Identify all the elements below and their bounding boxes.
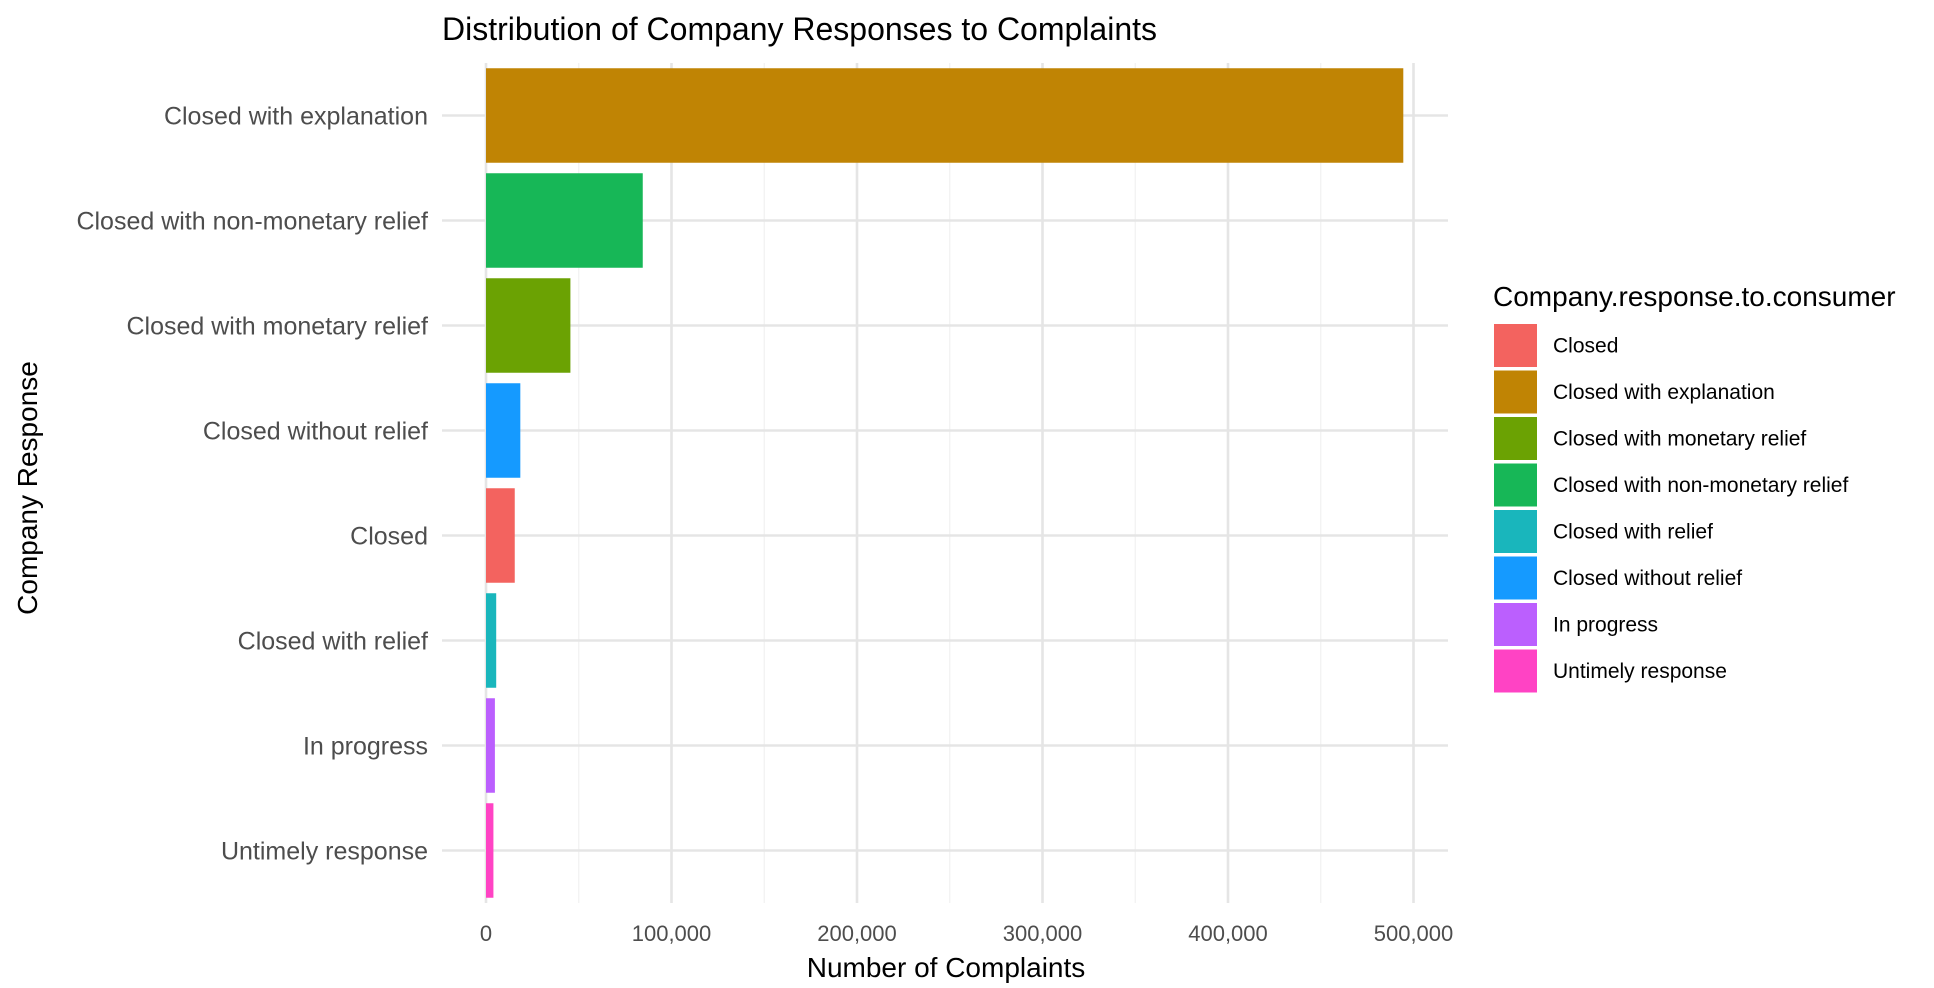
x-axis-tick-labels: 0 100,000 200,000 300,000 400,000 500,000 [480, 921, 1453, 946]
legend-key [1494, 417, 1537, 460]
y-tick-label: Closed with explanation [164, 103, 428, 131]
y-tick-label: Untimely response [221, 838, 428, 866]
y-tick-label: Closed [350, 523, 428, 551]
x-tick-label: 200,000 [817, 921, 897, 946]
x-tick-label: 400,000 [1188, 921, 1268, 946]
legend-label: In progress [1553, 614, 1658, 637]
legend-key [1494, 603, 1537, 646]
bar [486, 173, 643, 268]
bar [486, 803, 494, 898]
legend-key [1494, 370, 1537, 414]
legend-title: Company.response.to.consumer [1493, 281, 1896, 312]
y-tick-label: Closed with relief [238, 628, 428, 656]
y-axis-tick-labels: Closed with explanation Closed with non-m… [76, 103, 428, 866]
legend: Company.response.to.consumer Closed Close… [1493, 281, 1896, 693]
y-tick-label: Closed with monetary relief [126, 313, 428, 341]
y-axis-title: Company Response [12, 361, 43, 615]
legend-label: Closed [1553, 335, 1618, 358]
y-tick-label: Closed with non-monetary relief [76, 208, 428, 236]
x-tick-label: 0 [480, 921, 492, 946]
y-tick-label: In progress [303, 733, 428, 761]
legend-label: Closed with relief [1553, 521, 1713, 544]
x-tick-label: 500,000 [1374, 921, 1454, 946]
bar [486, 278, 571, 373]
x-tick-label: 300,000 [1003, 921, 1083, 946]
legend-label: Closed without relief [1553, 567, 1742, 590]
legend-label: Untimely response [1553, 660, 1727, 683]
chart-title: Distribution of Company Responses to Com… [442, 11, 1157, 47]
bar [486, 383, 521, 478]
y-tick-label: Closed without relief [203, 418, 428, 446]
bar [486, 488, 515, 583]
bar [486, 593, 497, 688]
bars [486, 68, 1404, 898]
legend-key [1494, 463, 1537, 507]
legend-key [1494, 510, 1537, 553]
legend-key [1494, 324, 1537, 367]
legend-label: Closed with monetary relief [1553, 428, 1806, 451]
x-axis-title: Number of Complaints [807, 952, 1086, 983]
x-tick-label: 100,000 [632, 921, 712, 946]
legend-label: Closed with non-monetary relief [1553, 474, 1848, 497]
legend-key [1494, 556, 1537, 600]
legend-key [1494, 649, 1537, 693]
bar [486, 698, 495, 793]
legend-label: Closed with explanation [1553, 381, 1775, 404]
bar [486, 68, 1404, 163]
